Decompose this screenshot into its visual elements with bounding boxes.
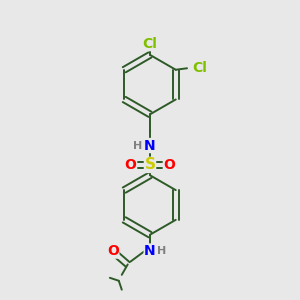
- Text: O: O: [107, 244, 119, 258]
- Text: O: O: [125, 158, 136, 172]
- Text: H: H: [157, 246, 167, 256]
- Text: O: O: [164, 158, 175, 172]
- Text: N: N: [144, 244, 156, 258]
- Text: S: S: [145, 158, 155, 172]
- Text: N: N: [144, 139, 156, 152]
- Text: Cl: Cl: [142, 37, 158, 51]
- Text: H: H: [134, 140, 143, 151]
- Text: Cl: Cl: [192, 61, 207, 75]
